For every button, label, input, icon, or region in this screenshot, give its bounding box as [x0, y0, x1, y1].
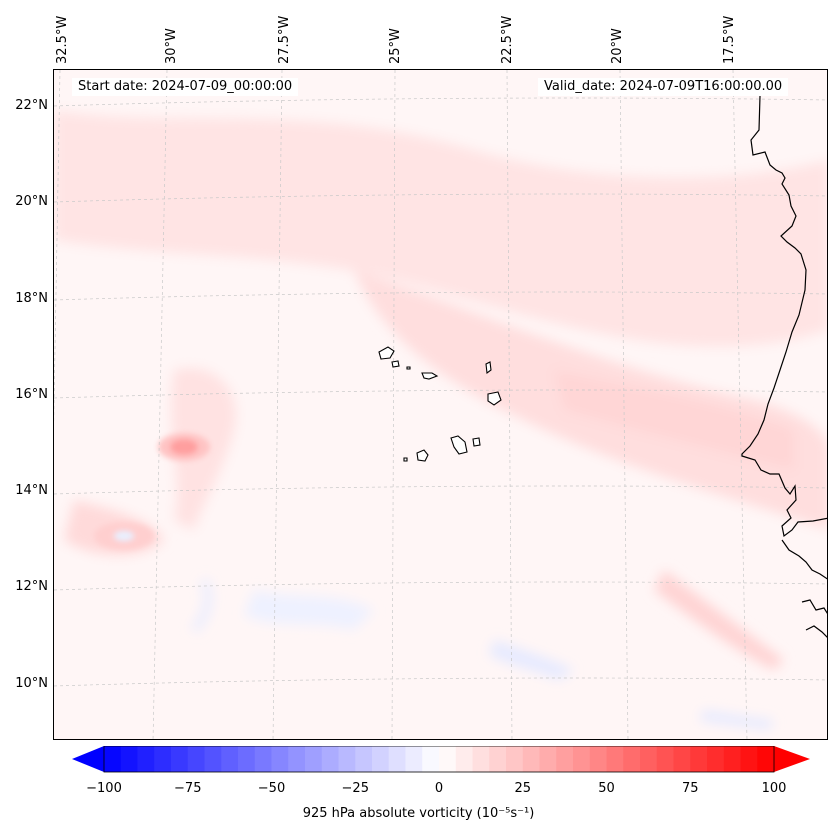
colorbar-cell — [673, 746, 691, 772]
colorbar-tick-label: 25 — [514, 781, 532, 796]
colorbar-cells — [104, 746, 775, 772]
colorbar-cell — [204, 746, 222, 772]
lat-label-16n: 16°N — [15, 387, 48, 402]
colorbar-tick-label: 75 — [681, 781, 699, 796]
lat-label-12n: 12°N — [15, 579, 48, 594]
lat-label-20n: 20°N — [15, 194, 48, 209]
colorbar-cell — [489, 746, 507, 772]
lat-label-22n: 22°N — [15, 98, 48, 113]
colorbar-cell — [506, 746, 524, 772]
colorbar — [72, 746, 810, 773]
colorbar-cell — [221, 746, 239, 772]
colorbar-cell — [305, 746, 323, 772]
graticule — [54, 70, 827, 739]
colorbar-outline — [103, 746, 775, 773]
colorbar-cell — [723, 746, 741, 772]
colorbar-cell — [589, 746, 607, 772]
vorticity-map[interactable] — [53, 69, 828, 740]
colorbar-cell — [154, 746, 172, 772]
colorbar-cell — [757, 746, 775, 772]
colorbar-tick-label: −25 — [341, 781, 369, 796]
colorbar-cell — [522, 746, 540, 772]
colorbar-cell — [372, 746, 390, 772]
colorbar-cell — [623, 746, 641, 772]
colorbar-cell — [254, 746, 272, 772]
valid-date-label: Valid_date: 2024-07-09T16:00:00.00 — [538, 78, 789, 96]
colorbar-cell — [606, 746, 624, 772]
colorbar-cell — [171, 746, 189, 772]
colorbar-cell — [556, 746, 574, 772]
colorbar-cell — [539, 746, 557, 772]
colorbar-cell — [238, 746, 256, 772]
colorbar-cell — [388, 746, 406, 772]
colorbar-cell — [338, 746, 356, 772]
colorbar-cell — [271, 746, 289, 772]
colorbar-tick-label: 0 — [434, 781, 444, 796]
colorbar-cell — [137, 746, 155, 772]
vorticity-field — [54, 110, 827, 730]
lon-label-17-5w: 17.5°W — [722, 15, 737, 64]
colorbar-cell — [187, 746, 205, 772]
colorbar-cell — [120, 746, 138, 772]
start-date-label: Start date: 2024-07-09_00:00:00 — [72, 78, 299, 96]
lon-label-22-5w: 22.5°W — [500, 15, 515, 64]
colorbar-max-arrow — [774, 746, 810, 772]
colorbar-cell — [455, 746, 473, 772]
colorbar-cell — [740, 746, 758, 772]
cape-verde-islands — [378, 346, 502, 462]
colorbar-tick-label: −50 — [257, 781, 286, 796]
colorbar-cell — [707, 746, 725, 772]
colorbar-tick-label: −75 — [174, 781, 202, 796]
colorbar-cell — [573, 746, 591, 772]
colorbar-cell — [288, 746, 306, 772]
colorbar-cell — [104, 746, 122, 772]
colorbar-tick-label: −100 — [86, 781, 122, 796]
lon-label-30w: 30°W — [164, 28, 179, 64]
lat-label-14n: 14°N — [15, 483, 48, 498]
african-coastline — [741, 95, 827, 638]
lat-label-18n: 18°N — [15, 291, 48, 306]
colorbar-cell — [355, 746, 373, 772]
colorbar-cell — [656, 746, 674, 772]
lon-label-25w: 25°W — [388, 28, 403, 64]
colorbar-cell — [405, 746, 423, 772]
lon-label-32-5w: 32.5°W — [55, 15, 70, 64]
colorbar-cell — [321, 746, 339, 772]
colorbar-cell — [439, 746, 457, 772]
colorbar-cell — [422, 746, 440, 772]
colorbar-cell — [640, 746, 658, 772]
lon-label-20w: 20°W — [610, 28, 625, 64]
colorbar-label: 925 hPa absolute vorticity (10⁻⁵s⁻¹) — [302, 806, 535, 821]
colorbar-min-arrow — [72, 746, 104, 772]
colorbar-cell — [690, 746, 708, 772]
colorbar-cell — [472, 746, 490, 772]
vorticity-maximum — [94, 433, 210, 550]
map-canvas — [54, 70, 827, 739]
lat-label-10n: 10°N — [15, 676, 48, 691]
lon-label-27-5w: 27.5°W — [277, 15, 292, 64]
colorbar-tick-label: 100 — [761, 781, 787, 796]
colorbar-tick-label: 50 — [598, 781, 615, 796]
